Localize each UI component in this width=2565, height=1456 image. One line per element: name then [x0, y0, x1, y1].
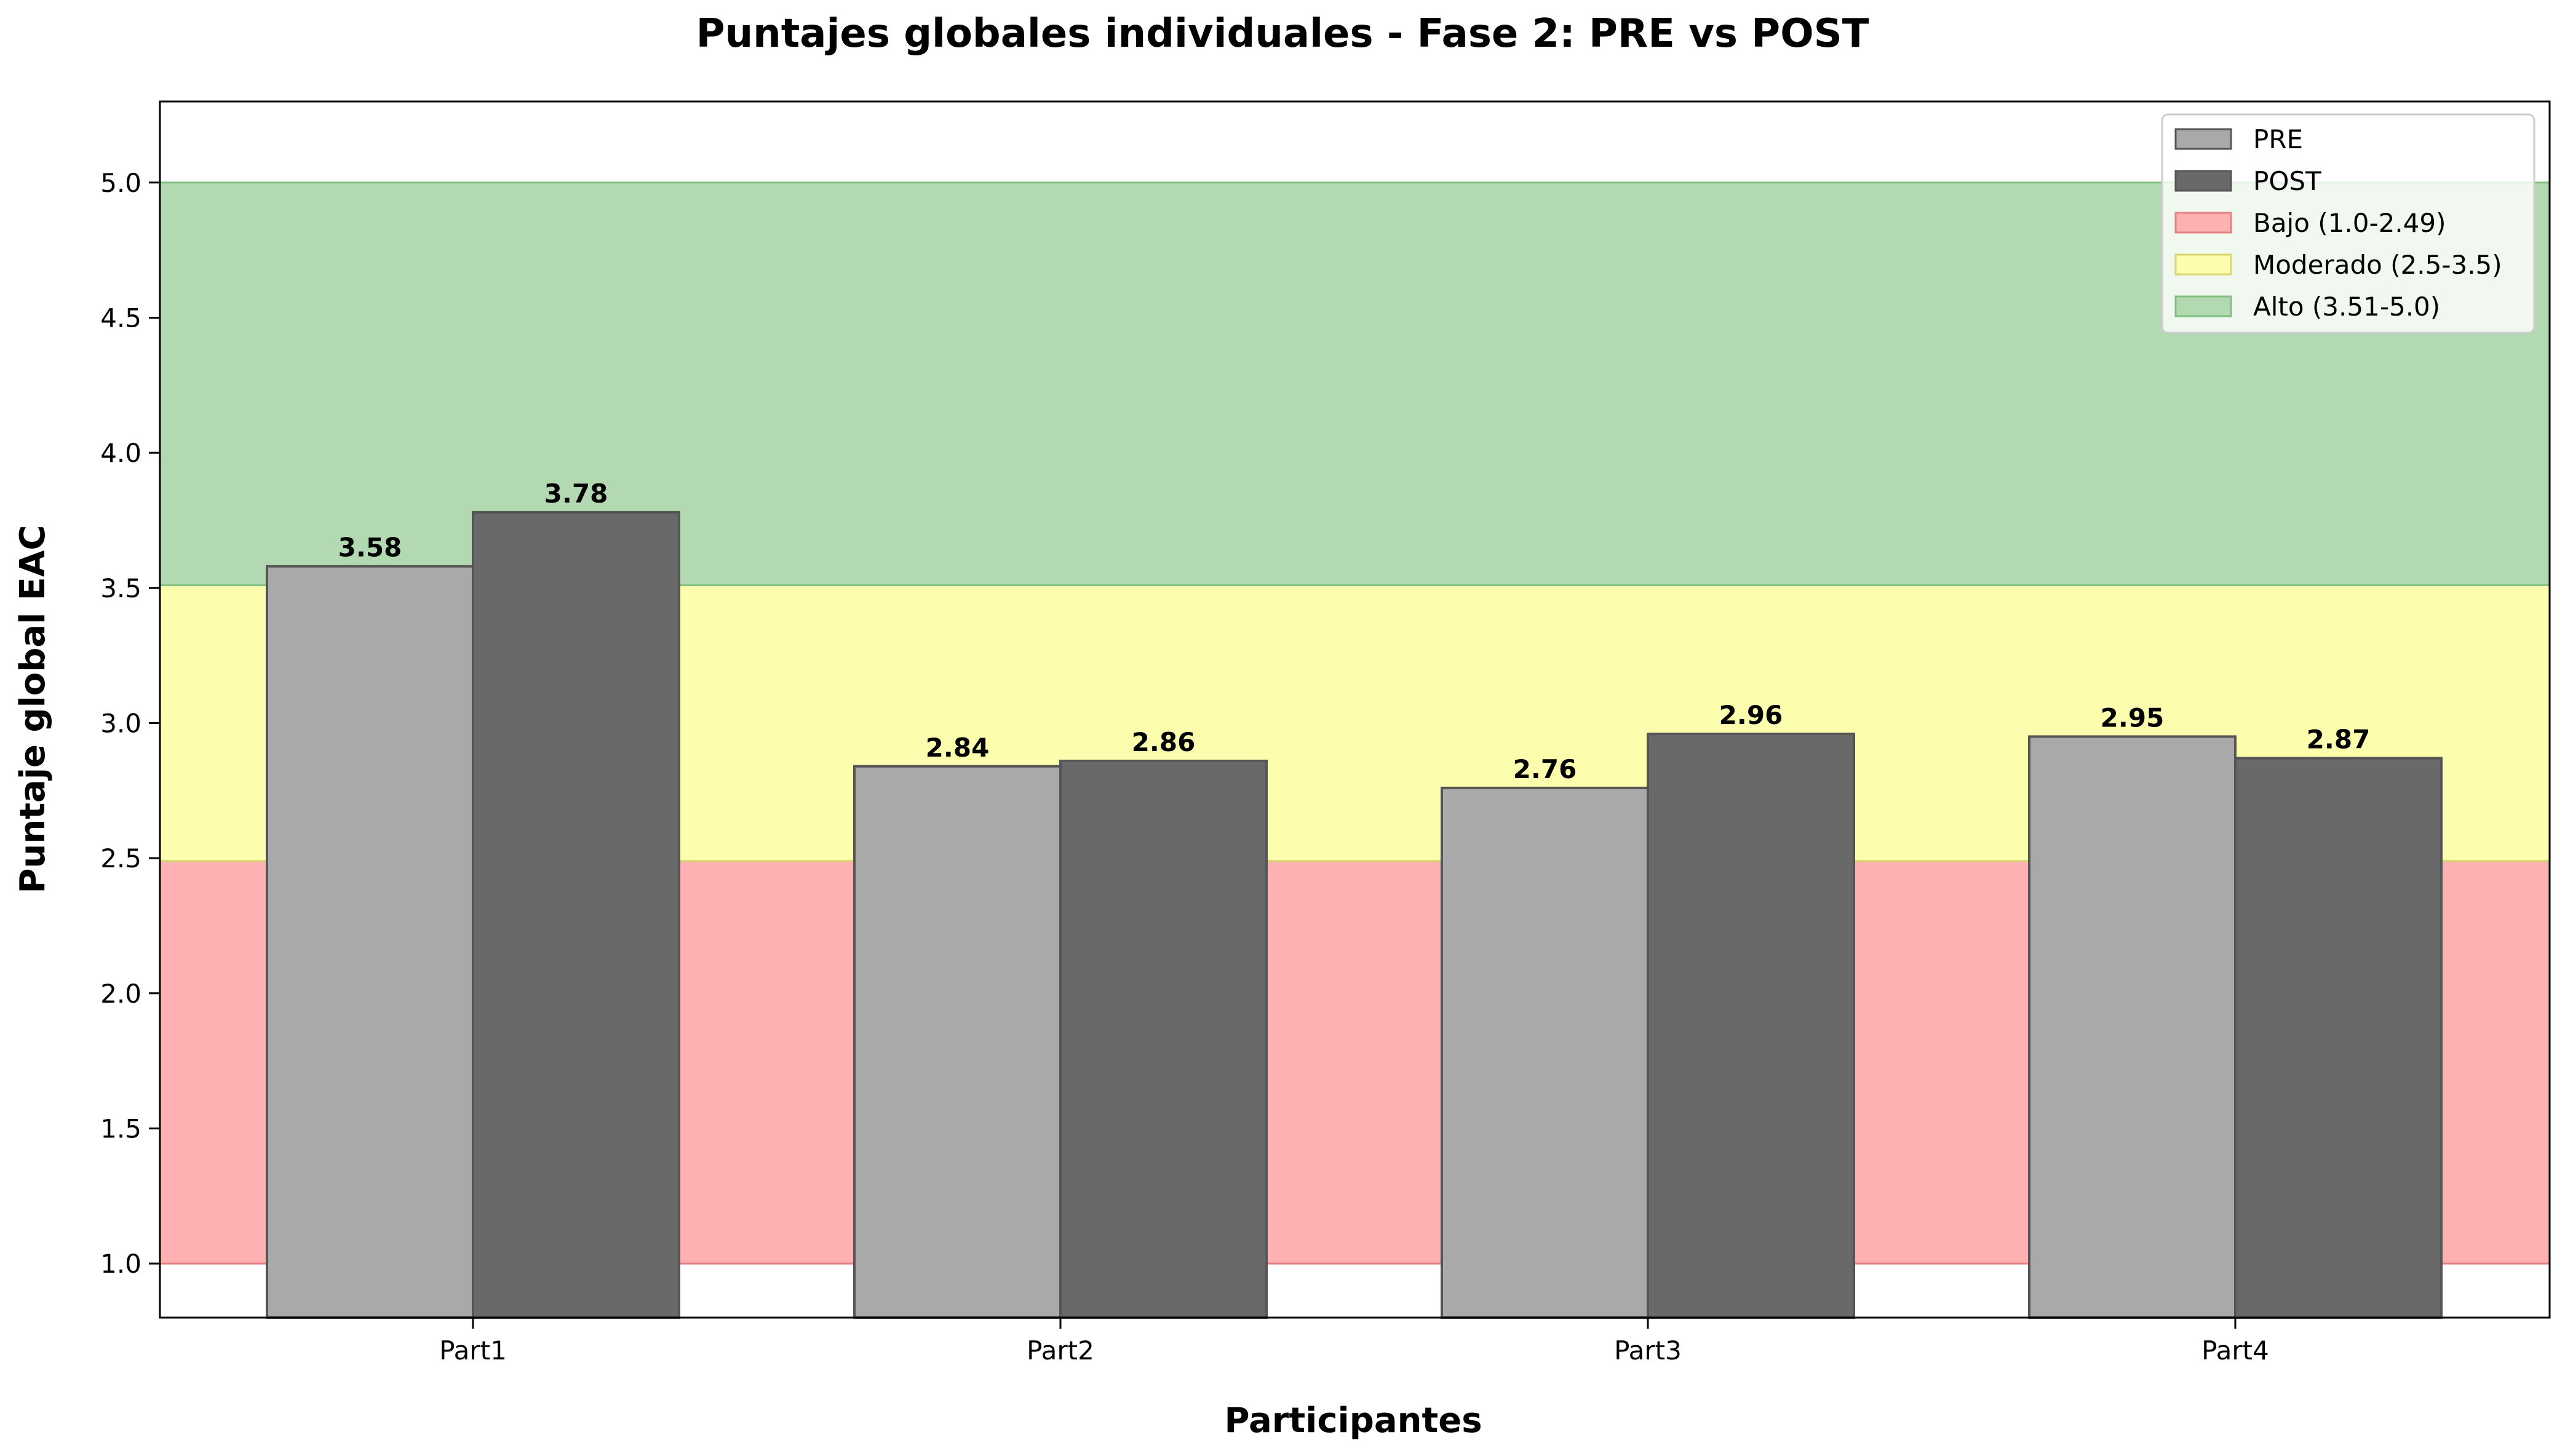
bar-post-part3	[1647, 733, 1855, 1319]
bar-pre-part1	[266, 565, 474, 1319]
y-tick-label: 1.0	[100, 1249, 141, 1279]
bar-pre-part4	[2028, 735, 2237, 1319]
data-label-post-part2: 2.86	[1132, 727, 1196, 757]
legend-label-1: POST	[2253, 166, 2321, 196]
legend-swatch-4	[2174, 295, 2232, 317]
bar-post-part2	[1059, 759, 1268, 1319]
y-tick-label: 3.0	[100, 708, 141, 738]
legend: PRE POST Bajo (1.0-2.49) Moderado (2.5-3.5)…	[2161, 113, 2535, 334]
y-tick-label: 5.0	[100, 168, 141, 198]
y-tick-label: 1.5	[100, 1113, 141, 1144]
x-tick-label-part3: Part3	[1614, 1335, 1682, 1366]
data-label-pre-part2: 2.84	[926, 733, 990, 763]
legend-label-4: Alto (3.51-5.0)	[2253, 292, 2440, 322]
x-axis-label: Participantes	[1224, 1401, 1482, 1441]
y-tick-label: 2.5	[100, 843, 141, 873]
data-label-post-part4: 2.87	[2307, 725, 2371, 755]
x-tick-label-part2: Part2	[1027, 1335, 1094, 1366]
legend-label-2: Bajo (1.0-2.49)	[2253, 208, 2446, 238]
legend-label-3: Moderado (2.5-3.5)	[2253, 250, 2502, 280]
data-label-pre-part4: 2.95	[2101, 702, 2165, 733]
legend-label-0: PRE	[2253, 124, 2303, 154]
bar-pre-part3	[1441, 786, 1649, 1319]
legend-swatch-3	[2174, 253, 2232, 276]
x-axis: Part1 Part2 Part3 Part4	[439, 1318, 2269, 1366]
y-axis-label: Puntaje global EAC	[13, 525, 53, 893]
data-label-post-part1: 3.78	[544, 479, 608, 509]
bars	[266, 511, 2443, 1319]
x-tick-label-part1: Part1	[439, 1335, 507, 1366]
bar-post-part4	[2234, 757, 2443, 1319]
data-label-pre-part3: 2.76	[1513, 754, 1577, 784]
y-tick-label: 2.0	[100, 979, 141, 1009]
data-label-pre-part1: 3.58	[338, 533, 402, 563]
y-tick-label: 4.5	[100, 303, 141, 333]
chart-title: Puntajes globales individuales - Fase 2:…	[696, 11, 1869, 57]
plot-frame	[159, 100, 2551, 1319]
legend-swatch-1	[2174, 170, 2232, 192]
legend-swatch-2	[2174, 212, 2232, 234]
legend-swatch-0	[2174, 128, 2232, 150]
y-axis: 1.0 1.5 2.0 2.5 3.0 3.5 4.0 4.5 5.0	[100, 168, 160, 1279]
x-tick-label-part4: Part4	[2201, 1335, 2269, 1366]
data-label-post-part3: 2.96	[1719, 700, 1783, 730]
bar-post-part1	[472, 511, 680, 1319]
y-tick-label: 4.0	[100, 438, 141, 468]
y-tick-label: 3.5	[100, 573, 141, 603]
legend-box	[2161, 113, 2535, 334]
data-labels: 3.58 3.78 2.84 2.86 2.76 2.96 2.95 2.87	[338, 479, 2371, 784]
bar-pre-part2	[853, 765, 1062, 1319]
